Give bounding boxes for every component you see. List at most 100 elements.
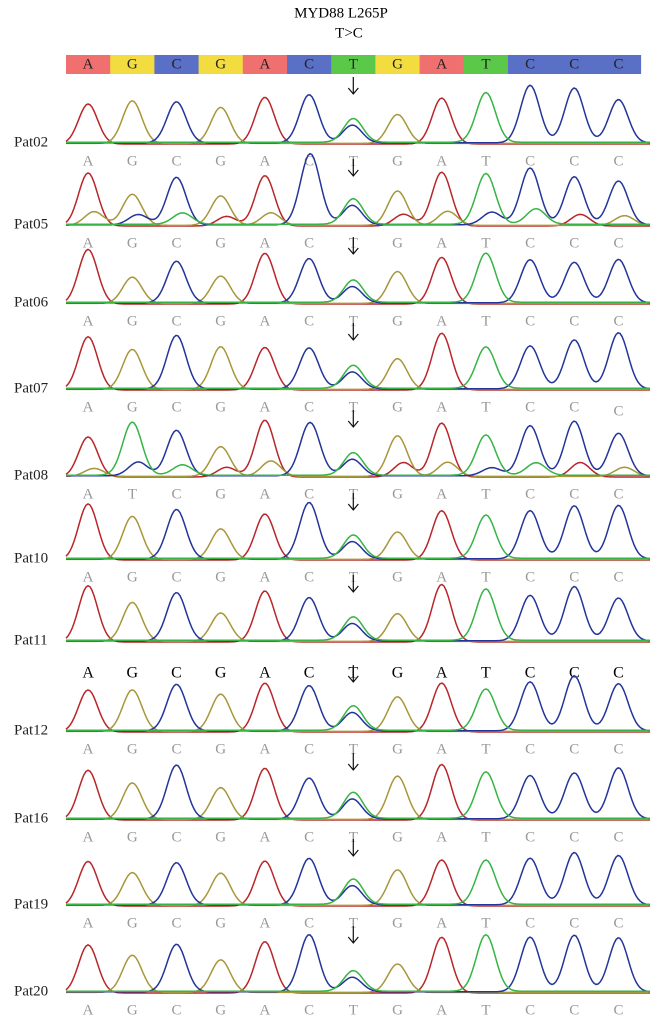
base-call: T <box>481 829 490 845</box>
base-call: A <box>259 829 270 845</box>
base-call: C <box>613 569 623 585</box>
base-call: C <box>304 399 314 415</box>
base-call: T <box>481 741 490 757</box>
base-call: C <box>569 741 579 757</box>
patient-label: Pat19 <box>14 896 48 912</box>
base-call: C <box>613 486 623 502</box>
base-call: C <box>569 569 579 585</box>
patient-label: Pat16 <box>14 810 49 826</box>
base-call: C <box>304 915 314 931</box>
base-call: G <box>392 399 403 415</box>
trace <box>66 333 650 390</box>
base-call: C <box>304 741 314 757</box>
base-call: C <box>569 486 579 502</box>
trace <box>66 272 650 304</box>
base-call: C <box>525 235 535 251</box>
base-call: A <box>83 399 94 415</box>
base-call: G <box>392 1002 403 1018</box>
reference-base: C <box>569 56 579 72</box>
base-call: C <box>171 569 181 585</box>
base-call: G <box>215 915 226 931</box>
trace <box>66 259 650 303</box>
trace <box>66 421 650 476</box>
base-call: G <box>215 399 226 415</box>
base-call: C <box>613 915 623 931</box>
base-call: C <box>304 569 314 585</box>
reference-base: G <box>392 56 403 72</box>
base-call: A <box>83 741 94 757</box>
base-call: G <box>215 829 226 845</box>
base-call: A <box>259 313 270 329</box>
base-call: A <box>436 829 447 845</box>
base-call: C <box>525 1002 535 1018</box>
base-call: C <box>613 741 623 757</box>
base-call: A <box>83 569 94 585</box>
reference-base: A <box>436 56 447 72</box>
patient-label: Pat10 <box>14 550 48 566</box>
patient-label: Pat02 <box>14 134 48 150</box>
base-call: G <box>392 153 403 169</box>
figure: MYD88 L265P T>C AGCGACTGATCCCPat02AGCGAC… <box>0 0 656 1026</box>
base-call: T <box>481 665 491 682</box>
trace <box>66 765 650 821</box>
base-call: C <box>569 829 579 845</box>
base-call: G <box>127 313 138 329</box>
base-call: C <box>525 313 535 329</box>
base-call: A <box>259 915 270 931</box>
base-call: G <box>215 741 226 757</box>
trace <box>66 602 650 641</box>
base-call: G <box>392 235 403 251</box>
base-call: C <box>171 235 181 251</box>
patient-label: Pat07 <box>14 380 49 396</box>
base-call: T <box>481 235 490 251</box>
base-call: G <box>127 829 138 845</box>
base-call: G <box>215 153 226 169</box>
base-call: C <box>569 313 579 329</box>
base-call: T <box>481 1002 490 1018</box>
base-call: A <box>83 486 94 502</box>
base-call: A <box>436 915 447 931</box>
trace <box>66 585 650 643</box>
base-call: T <box>349 1002 358 1018</box>
base-call: C <box>304 1002 314 1018</box>
base-call: C <box>525 665 536 682</box>
base-call: T <box>481 399 490 415</box>
base-call: G <box>127 915 138 931</box>
trace <box>66 689 650 730</box>
base-call: C <box>613 665 624 682</box>
base-call: C <box>304 829 314 845</box>
base-call: C <box>525 486 535 502</box>
base-call: C <box>304 313 314 329</box>
base-call: C <box>525 569 535 585</box>
base-call: C <box>171 741 181 757</box>
reference-base: A <box>83 56 94 72</box>
reference-base: C <box>613 56 623 72</box>
base-call: C <box>613 153 623 169</box>
base-call: G <box>127 569 138 585</box>
base-call: T <box>481 486 490 502</box>
arrow <box>348 77 358 94</box>
base-call: G <box>127 1002 138 1018</box>
base-call: T <box>128 486 137 502</box>
base-call: G <box>215 665 227 682</box>
trace <box>66 333 650 389</box>
base-call: T <box>481 915 490 931</box>
base-call: T <box>481 313 490 329</box>
base-call: A <box>436 235 447 251</box>
base-call: C <box>613 313 623 329</box>
base-call: A <box>83 153 94 169</box>
trace <box>66 870 650 906</box>
base-call: C <box>171 829 181 845</box>
base-call: C <box>569 235 579 251</box>
trace <box>66 503 650 559</box>
base-call: G <box>215 486 226 502</box>
title: MYD88 L265P <box>294 5 388 21</box>
base-call: C <box>304 235 314 251</box>
base-call: G <box>392 829 403 845</box>
base-call: A <box>259 741 270 757</box>
trace <box>66 935 650 992</box>
base-call: A <box>436 153 447 169</box>
trace <box>66 587 650 641</box>
base-call: C <box>569 153 579 169</box>
base-call: C <box>171 1002 181 1018</box>
